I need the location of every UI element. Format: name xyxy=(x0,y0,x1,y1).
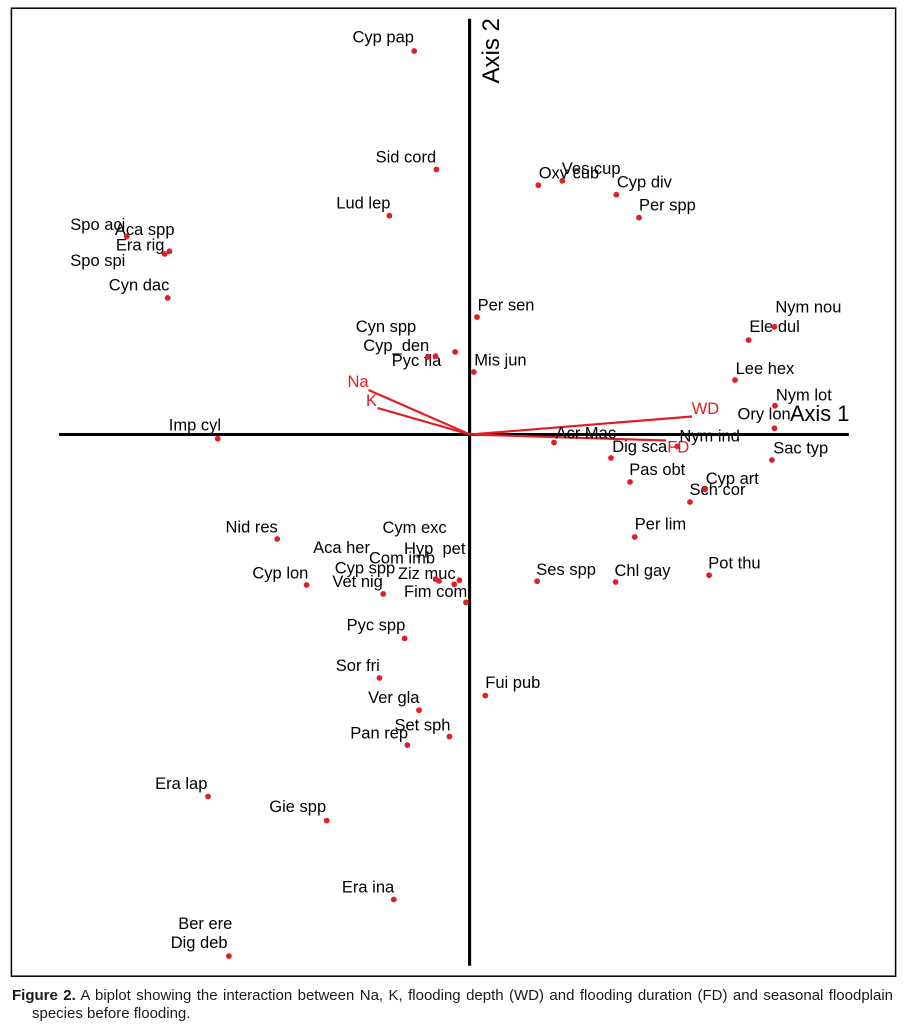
svg-text:Era lap: Era lap xyxy=(155,775,207,793)
svg-text:Spo aci: Spo aci xyxy=(70,216,125,234)
svg-text:Ses spp: Ses spp xyxy=(536,561,596,579)
svg-text:Cyp div: Cyp div xyxy=(617,174,673,192)
svg-text:Cyp spp: Cyp spp xyxy=(335,560,396,578)
svg-text:Acr Mac: Acr Mac xyxy=(556,424,617,442)
svg-text:Cym exc: Cym exc xyxy=(383,519,447,537)
svg-text:Ber ere: Ber ere xyxy=(178,915,232,933)
svg-text:Ves cup: Ves cup xyxy=(562,160,621,178)
svg-text:Mis jun: Mis jun xyxy=(474,351,526,369)
svg-text:Sac typ: Sac typ xyxy=(773,440,828,458)
svg-text:Pot thu: Pot thu xyxy=(708,555,760,573)
svg-text:Per spp: Per spp xyxy=(639,197,696,215)
svg-text:Gie spp: Gie spp xyxy=(269,798,326,816)
svg-text:Era rig: Era rig xyxy=(116,237,165,255)
svg-text:Sor fri: Sor fri xyxy=(336,657,380,675)
svg-text:Vet nig: Vet nig xyxy=(332,573,382,591)
svg-text:Era ina: Era ina xyxy=(342,878,395,896)
svg-text:Hyp pet: Hyp pet xyxy=(404,540,466,558)
svg-text:Oxy cub: Oxy cub xyxy=(539,165,600,183)
svg-text:Aca spp: Aca spp xyxy=(115,221,175,239)
svg-text:Na: Na xyxy=(348,373,370,391)
svg-text:Axis 1: Axis 1 xyxy=(790,401,849,426)
svg-text:Ory lon: Ory lon xyxy=(738,405,791,423)
svg-text:WD: WD xyxy=(692,400,720,418)
svg-text:Pas obt: Pas obt xyxy=(629,461,685,479)
svg-text:Chl gay: Chl gay xyxy=(615,562,672,580)
svg-text:Ziz muc: Ziz muc xyxy=(398,565,456,583)
svg-text:Set sph: Set sph xyxy=(395,716,451,734)
svg-text:Cyp pap: Cyp pap xyxy=(353,29,414,47)
svg-text:Cyn spp: Cyn spp xyxy=(356,318,417,336)
svg-text:Lud lep: Lud lep xyxy=(336,194,390,212)
svg-text:Dig deb: Dig deb xyxy=(171,934,228,952)
svg-text:Cyp lon: Cyp lon xyxy=(252,565,308,583)
svg-text:Axis 2: Axis 2 xyxy=(478,18,505,83)
svg-text:Spo spi: Spo spi xyxy=(70,252,125,270)
svg-text:Cyp art: Cyp art xyxy=(706,470,760,488)
svg-text:Fim com: Fim com xyxy=(404,583,467,601)
svg-text:K: K xyxy=(366,392,377,410)
svg-text:Pyc spp: Pyc spp xyxy=(347,616,406,634)
svg-text:Nym lot: Nym lot xyxy=(776,386,832,404)
svg-text:Sid cord: Sid cord xyxy=(376,148,437,166)
svg-text:Nym ind: Nym ind xyxy=(679,428,740,446)
svg-text:Fui pub: Fui pub xyxy=(485,674,540,692)
svg-text:Sch cor: Sch cor xyxy=(690,481,746,499)
svg-text:Dig sca: Dig sca xyxy=(612,438,668,456)
svg-text:Ver gla: Ver gla xyxy=(368,689,420,707)
svg-text:Per sen: Per sen xyxy=(478,297,535,315)
svg-text:Cyn dac: Cyn dac xyxy=(109,276,170,294)
svg-text:Pan rep: Pan rep xyxy=(350,725,408,743)
svg-text:Cyp_den: Cyp_den xyxy=(363,337,429,355)
svg-text:Aca her: Aca her xyxy=(313,539,370,557)
svg-text:Lee hex: Lee hex xyxy=(736,360,795,378)
svg-text:Nid res: Nid res xyxy=(226,518,278,536)
svg-text:Com imb: Com imb xyxy=(369,550,435,568)
svg-text:Per lim: Per lim xyxy=(635,515,686,533)
svg-text:Nym nou: Nym nou xyxy=(775,299,841,317)
svg-text:Imp cyl: Imp cyl xyxy=(169,416,221,434)
